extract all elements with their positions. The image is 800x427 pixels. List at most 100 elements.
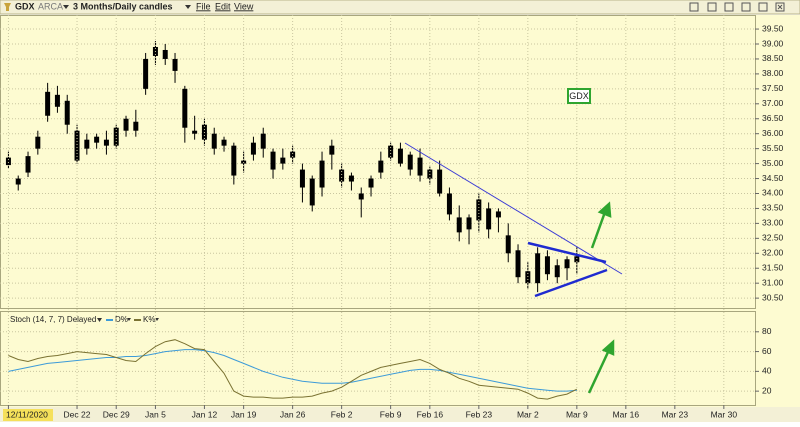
candle-body bbox=[525, 271, 531, 284]
candle-body bbox=[270, 151, 276, 170]
x-tick-label: Feb 23 bbox=[466, 409, 493, 419]
candle-body bbox=[388, 145, 394, 158]
candle-body bbox=[505, 235, 511, 254]
candle-body bbox=[25, 156, 31, 173]
start-date-highlight bbox=[3, 409, 53, 421]
dropdown[interactable] bbox=[155, 318, 159, 321]
y-tick-label: 20 bbox=[762, 385, 772, 395]
stoch-line bbox=[8, 349, 577, 392]
y-tick-label: 37.50 bbox=[762, 83, 784, 93]
filter-icon[interactable] bbox=[4, 3, 11, 11]
menu-file[interactable]: File bbox=[196, 1, 211, 11]
x-tick-label: Dec 22 bbox=[64, 409, 91, 419]
annotation-box bbox=[567, 88, 591, 104]
dropdown[interactable] bbox=[185, 5, 191, 9]
candle-body bbox=[74, 130, 80, 161]
candle-body bbox=[515, 250, 521, 278]
trend-line bbox=[404, 142, 623, 275]
y-tick-label: 35.50 bbox=[762, 143, 784, 153]
y-tick-label: 31.50 bbox=[762, 262, 784, 272]
x-tick-label: Mar 23 bbox=[662, 409, 689, 419]
stoch-panel bbox=[0, 311, 756, 406]
legend-label: K% bbox=[143, 315, 155, 324]
dropdown[interactable] bbox=[97, 318, 102, 322]
candle-body bbox=[358, 193, 364, 200]
candle-body bbox=[574, 256, 580, 263]
y-tick-label: 35.00 bbox=[762, 158, 784, 168]
candle-body bbox=[15, 178, 21, 185]
stoch-line bbox=[8, 339, 578, 400]
candle-body bbox=[64, 100, 70, 125]
y-tick-label: 32.50 bbox=[762, 233, 784, 243]
period[interactable]: 3 Months/Daily candles bbox=[73, 1, 173, 11]
candle-body bbox=[417, 157, 423, 176]
window-icons[interactable] bbox=[689, 2, 785, 12]
annotation-label: GDX bbox=[569, 91, 589, 101]
y-tick-label: 33.00 bbox=[762, 218, 784, 228]
candle-body bbox=[123, 118, 129, 131]
candle-body bbox=[486, 208, 492, 230]
x-tick-label: Mar 2 bbox=[517, 409, 539, 419]
y-tick-label: 31.00 bbox=[762, 277, 784, 287]
x-tick-label: Feb 16 bbox=[417, 409, 444, 419]
candle-body bbox=[35, 136, 41, 149]
y-tick-label: 60 bbox=[762, 346, 772, 356]
candle-body bbox=[564, 259, 570, 269]
y-tick-label: 30.50 bbox=[762, 292, 784, 302]
menu-edit[interactable]: Edit bbox=[215, 1, 231, 11]
candle-body bbox=[192, 130, 198, 134]
y-tick-label: 36.00 bbox=[762, 128, 784, 138]
triangle-pattern bbox=[527, 241, 608, 298]
candle-body bbox=[554, 265, 560, 278]
y-tick-label: 39.00 bbox=[762, 38, 784, 48]
x-tick-label: Mar 16 bbox=[613, 409, 640, 419]
candle-body bbox=[162, 49, 168, 59]
menu-view[interactable]: View bbox=[234, 1, 254, 11]
y-tick-label: 32.00 bbox=[762, 248, 784, 258]
candle-body bbox=[437, 169, 443, 194]
candle-body bbox=[211, 133, 217, 149]
candle-body bbox=[368, 178, 374, 188]
candle-body bbox=[535, 253, 541, 284]
candle-body bbox=[348, 175, 354, 182]
candle-body bbox=[466, 217, 472, 230]
candle-body bbox=[133, 121, 139, 131]
candle-body bbox=[476, 199, 482, 221]
candle-body bbox=[250, 142, 256, 155]
date-bar bbox=[0, 407, 800, 422]
x-tick-label: Dec 29 bbox=[103, 409, 130, 419]
x-tick-label: Feb 2 bbox=[331, 409, 353, 419]
x-tick-label: Jan 26 bbox=[280, 409, 306, 419]
candle-body bbox=[45, 91, 51, 116]
candle-body bbox=[397, 148, 403, 164]
y-tick-label: 39.50 bbox=[762, 23, 784, 33]
x-tick-label: Mar 30 bbox=[711, 409, 738, 419]
candle-body bbox=[319, 160, 325, 188]
candle-body bbox=[103, 139, 109, 146]
dropdown[interactable] bbox=[63, 5, 69, 9]
exchange: ARCA bbox=[38, 1, 63, 11]
candle-body bbox=[329, 145, 335, 155]
legend-label: D% bbox=[115, 315, 128, 324]
stoch-title[interactable]: Stoch (14, 7, 7) Delayed bbox=[10, 315, 96, 324]
y-tick-label: 40 bbox=[762, 366, 772, 376]
candle-body bbox=[299, 169, 305, 188]
candle-body bbox=[172, 58, 178, 71]
candle-body bbox=[446, 193, 452, 215]
x-tick-label: Feb 9 bbox=[380, 409, 402, 419]
y-tick-label: 80 bbox=[762, 326, 772, 336]
candle-body bbox=[54, 94, 60, 107]
candle-body bbox=[280, 157, 286, 164]
y-tick-label: 37.00 bbox=[762, 98, 784, 108]
candle-body bbox=[143, 58, 149, 89]
dropdown[interactable] bbox=[127, 318, 131, 321]
symbol[interactable]: GDX bbox=[15, 1, 35, 11]
candle-body bbox=[113, 127, 119, 146]
candle-body bbox=[182, 88, 188, 128]
x-tick-label: Mar 9 bbox=[566, 409, 588, 419]
plot: 30.50 31.00 31.50 32.00 32.50 33.00 33.50 34.00… bbox=[0, 15, 784, 419]
candle-body bbox=[495, 211, 501, 218]
candle-body bbox=[309, 178, 315, 206]
candle-body bbox=[5, 157, 11, 166]
